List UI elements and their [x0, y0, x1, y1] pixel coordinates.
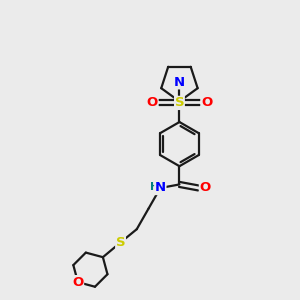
Text: O: O: [147, 96, 158, 110]
Text: N: N: [174, 76, 185, 89]
Text: S: S: [116, 236, 125, 249]
Text: O: O: [201, 96, 212, 110]
Text: H: H: [150, 182, 160, 191]
Text: O: O: [200, 182, 211, 194]
Text: N: N: [155, 182, 166, 194]
Text: O: O: [72, 276, 83, 289]
Text: S: S: [175, 96, 184, 110]
